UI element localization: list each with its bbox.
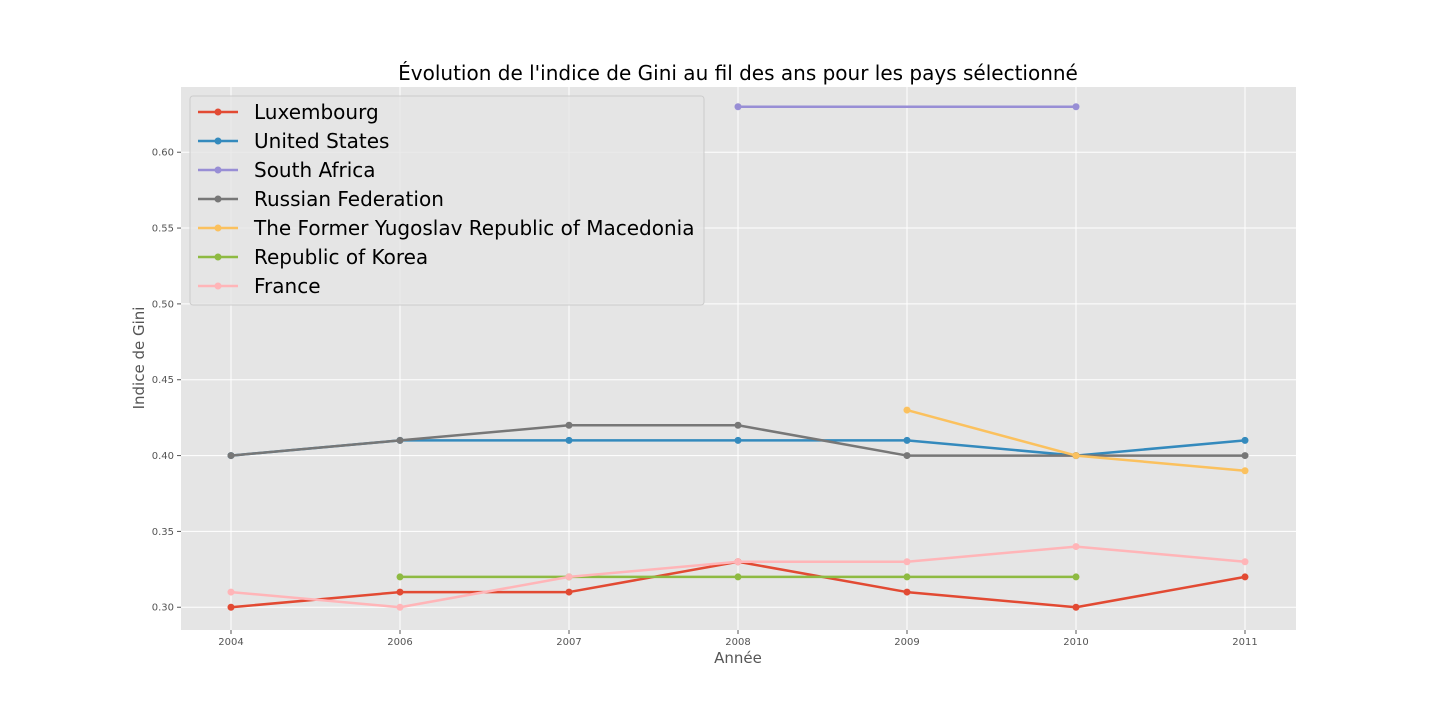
chart-title: Évolution de l'indice de Gini au fil des… [398, 61, 1078, 85]
series-south-africa [734, 103, 1080, 111]
data-point [903, 452, 911, 460]
series-the-former-yugoslav-republic-of-macedonia [903, 406, 1249, 475]
data-point [396, 436, 404, 444]
legend-label: Luxembourg [254, 100, 379, 124]
y-tick-label: 0.60 [152, 148, 174, 159]
legend-label: Republic of Korea [254, 245, 428, 269]
y-tick-label: 0.45 [152, 375, 174, 386]
data-point [734, 558, 742, 566]
series-layer [227, 103, 1249, 611]
data-point [227, 588, 235, 596]
data-point [565, 573, 573, 581]
y-axis-label: Indice de Gini [130, 307, 148, 410]
data-point [903, 573, 911, 581]
x-tick-label: 2009 [894, 637, 919, 648]
data-point [227, 452, 235, 460]
data-point [734, 573, 742, 581]
legend-item: The Former Yugoslav Republic of Macedoni… [198, 216, 694, 240]
legend-marker [214, 195, 222, 203]
legend-marker [214, 224, 222, 232]
y-axis-ticks: 0.30 0.35 0.40 0.45 0.50 0.55 0.60 [152, 148, 181, 614]
y-tick-label: 0.50 [152, 299, 174, 310]
data-point [1072, 603, 1080, 611]
legend-marker [214, 253, 222, 261]
data-point [565, 588, 573, 596]
legend-item: Republic of Korea [198, 245, 428, 269]
y-tick-label: 0.30 [152, 603, 174, 614]
x-tick-label: 2006 [387, 637, 412, 648]
x-tick-label: 2008 [725, 637, 750, 648]
data-point [227, 603, 235, 611]
legend-item: France [198, 274, 321, 298]
legend: Luxembourg United States South Africa Russi… [189, 95, 705, 306]
legend-label: Russian Federation [254, 187, 444, 211]
data-point [903, 558, 911, 566]
legend-marker [214, 166, 222, 174]
data-point [734, 421, 742, 429]
data-point [1072, 103, 1080, 111]
x-tick-label: 2004 [218, 637, 243, 648]
data-point [1241, 558, 1249, 566]
data-point [565, 436, 573, 444]
data-point [1241, 436, 1249, 444]
y-tick-label: 0.40 [152, 451, 174, 462]
y-tick-label: 0.35 [152, 527, 174, 538]
x-axis-ticks: 2004 2006 2007 2008 2009 2010 2011 [218, 630, 1258, 648]
data-point [1072, 573, 1080, 581]
legend-marker [214, 108, 222, 116]
data-point [903, 436, 911, 444]
data-point [734, 103, 742, 111]
legend-item: United States [198, 129, 389, 153]
legend-label: South Africa [254, 158, 376, 182]
data-point [1241, 452, 1249, 460]
series-france [227, 543, 1249, 611]
legend-label: United States [254, 129, 389, 153]
x-axis-label: Année [714, 649, 762, 667]
legend-item: South Africa [198, 158, 376, 182]
data-point [396, 588, 404, 596]
data-point [1241, 573, 1249, 581]
data-point [396, 603, 404, 611]
data-point [1072, 543, 1080, 551]
data-point [565, 421, 573, 429]
data-point [396, 573, 404, 581]
legend-item: Luxembourg [198, 100, 379, 124]
legend-box [189, 95, 705, 306]
legend-item: Russian Federation [198, 187, 444, 211]
legend-marker [214, 137, 222, 145]
data-point [903, 406, 911, 414]
y-tick-label: 0.55 [152, 224, 174, 235]
legend-label: France [254, 274, 321, 298]
data-point [1072, 452, 1080, 460]
x-tick-label: 2011 [1232, 637, 1257, 648]
data-point [734, 436, 742, 444]
x-tick-label: 2010 [1063, 637, 1088, 648]
legend-marker [214, 282, 222, 290]
legend-label: The Former Yugoslav Republic of Macedoni… [253, 216, 694, 240]
data-point [903, 588, 911, 596]
x-tick-label: 2007 [556, 637, 581, 648]
data-point [1241, 467, 1249, 475]
